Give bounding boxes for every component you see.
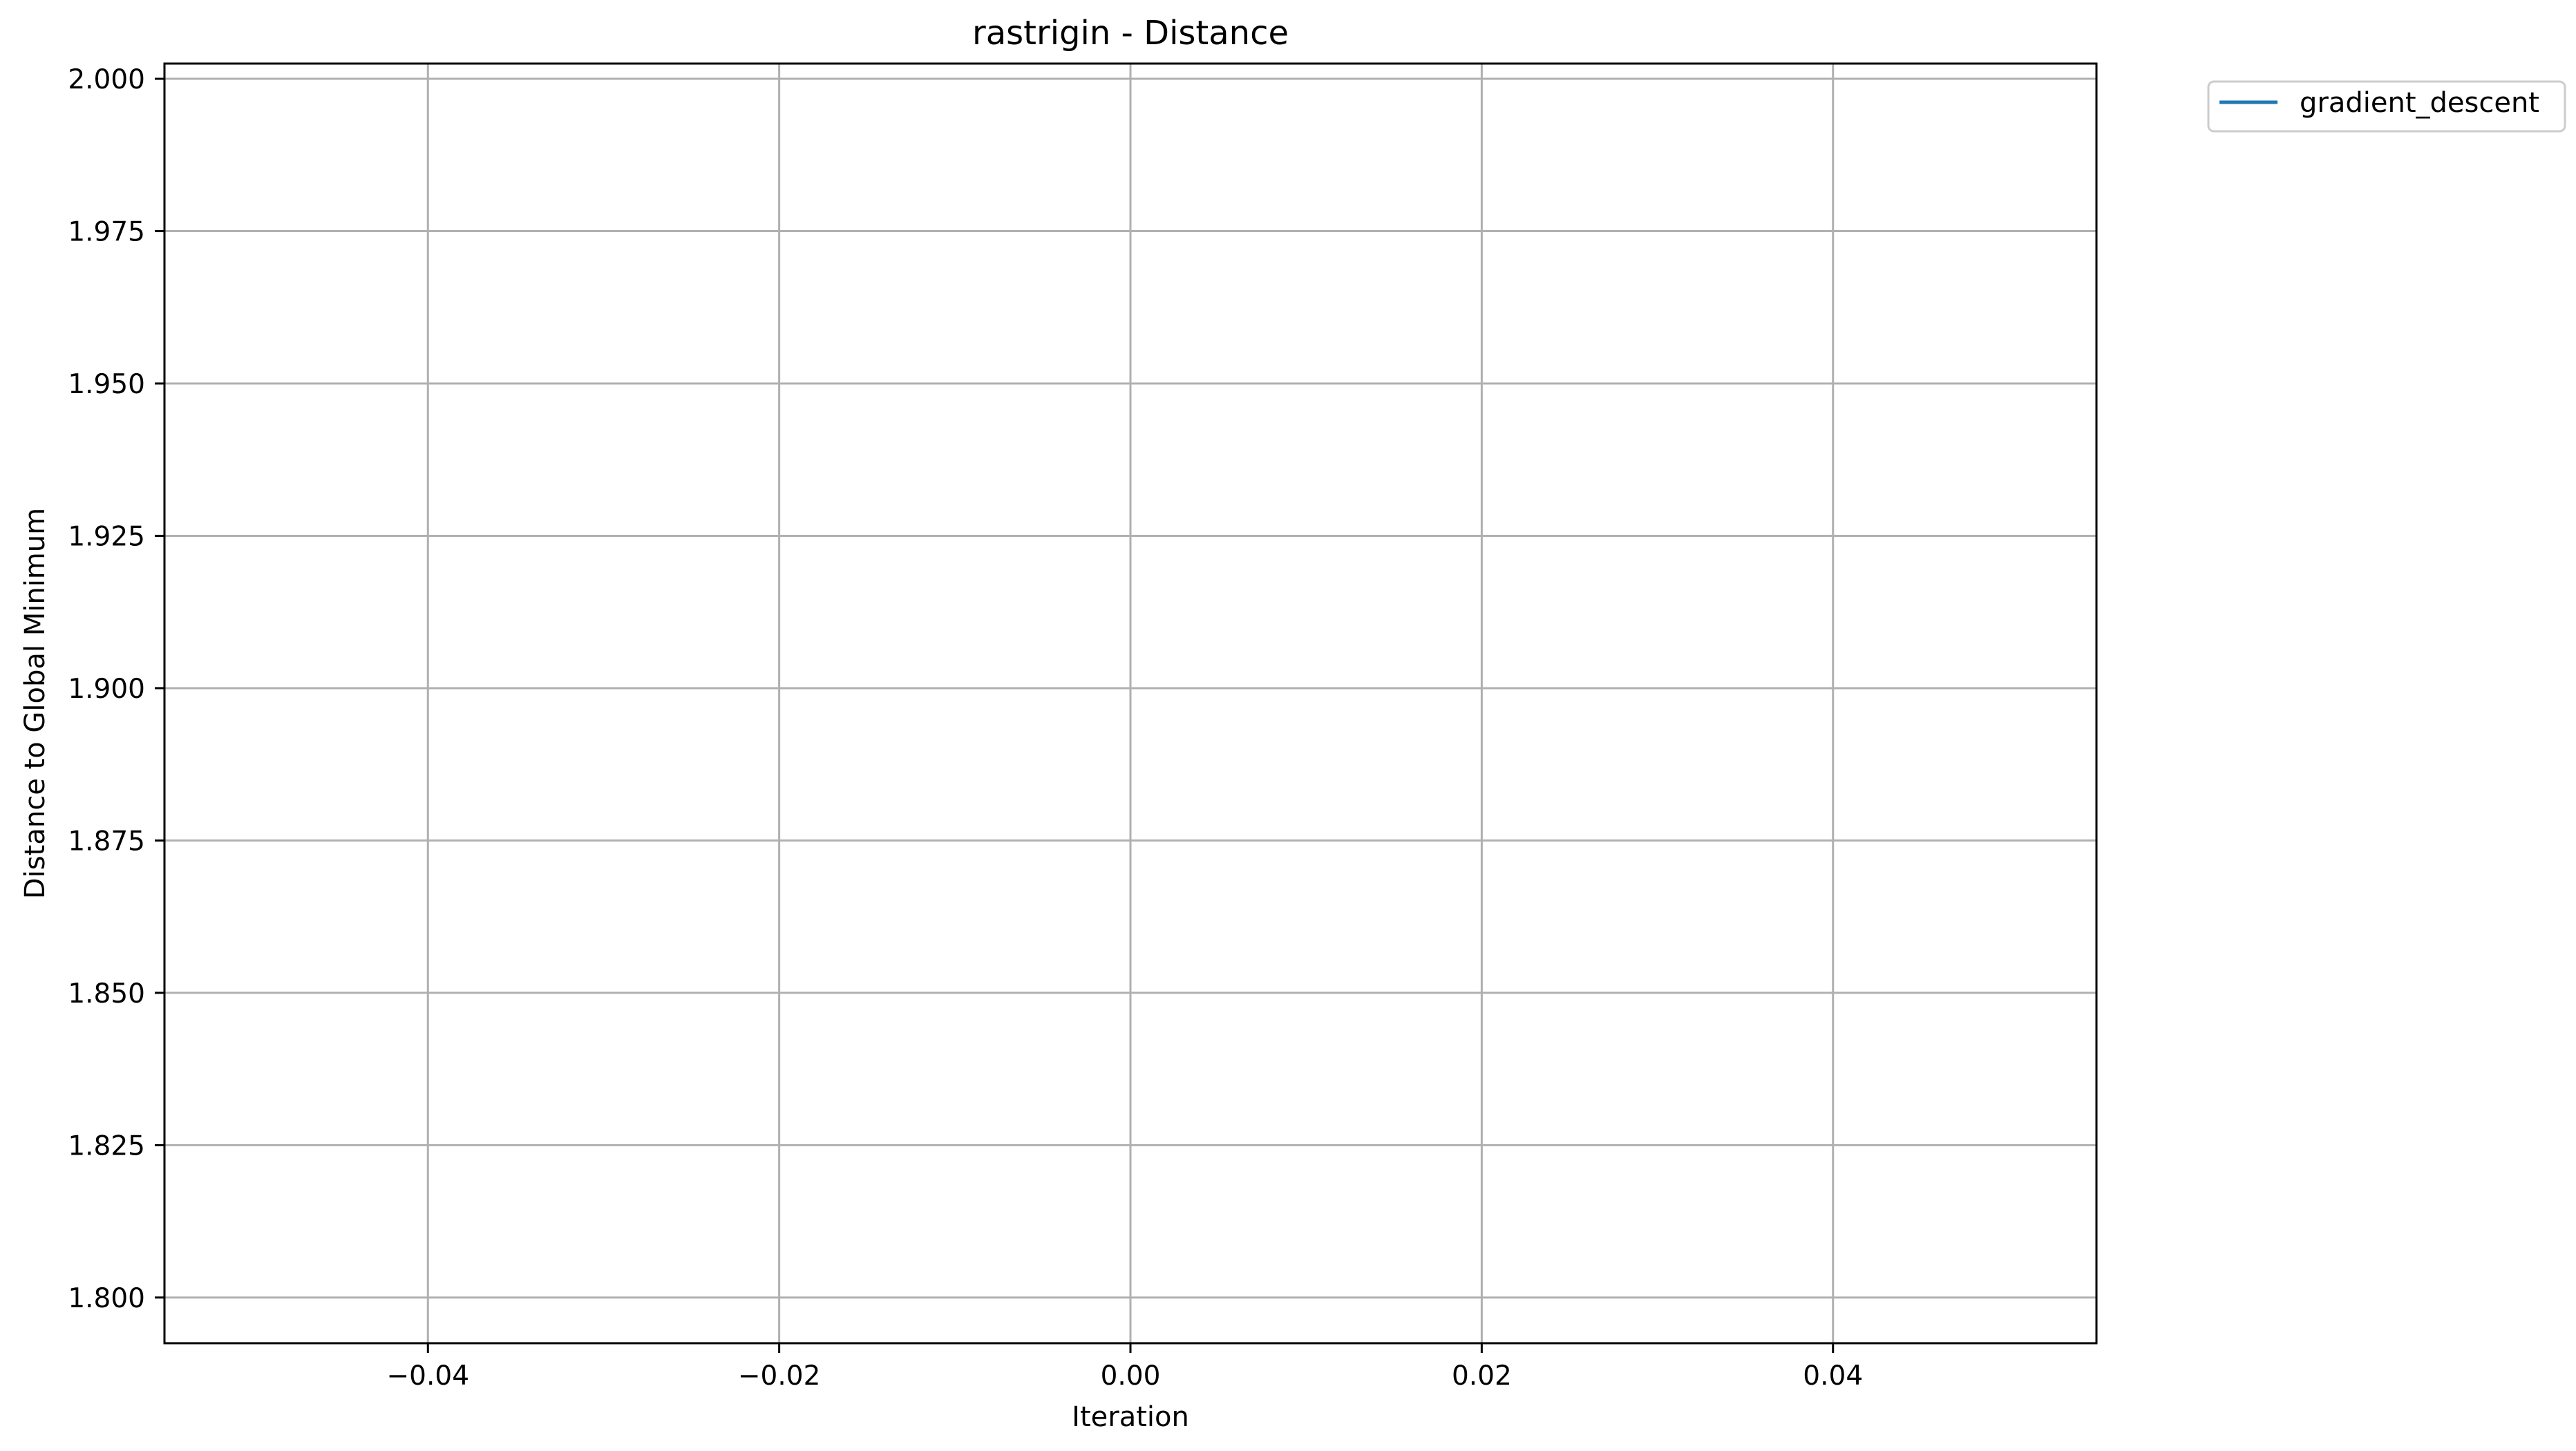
y-tick-label: 1.800 (68, 1283, 145, 1314)
x-axis-label: Iteration (1072, 1401, 1189, 1433)
x-tick-label: −0.04 (387, 1360, 470, 1392)
y-tick-label: 1.925 (68, 521, 145, 552)
grid-lines (164, 64, 2096, 1343)
legend: gradient_descent (2207, 80, 2566, 133)
y-tick-label: 1.825 (68, 1130, 145, 1161)
y-tick-label: 2.000 (68, 64, 145, 95)
y-tick-label: 1.975 (68, 217, 145, 248)
chart-title: rastrigin - Distance (972, 14, 1289, 53)
y-tick-label: 1.875 (68, 826, 145, 857)
y-tick-label: 1.850 (68, 978, 145, 1009)
y-tick-label: 1.900 (68, 674, 145, 705)
legend-box (2207, 80, 2566, 133)
x-axis-ticks: −0.04 −0.02 0.00 0.02 0.04 (387, 1343, 1863, 1392)
x-tick-label: −0.02 (738, 1360, 821, 1392)
y-axis-ticks: 1.800 1.825 1.850 1.875 1.900 1.925 1.950 1.975… (68, 64, 164, 1314)
x-tick-label: 0.02 (1452, 1360, 1512, 1392)
x-tick-label: 0.04 (1803, 1360, 1863, 1392)
y-axis-label: Distance to Global Minimum (19, 508, 51, 899)
legend-label-gradient-descent: gradient_descent (2300, 87, 2539, 119)
x-tick-label: 0.00 (1101, 1360, 1161, 1392)
y-tick-label: 1.950 (68, 369, 145, 400)
